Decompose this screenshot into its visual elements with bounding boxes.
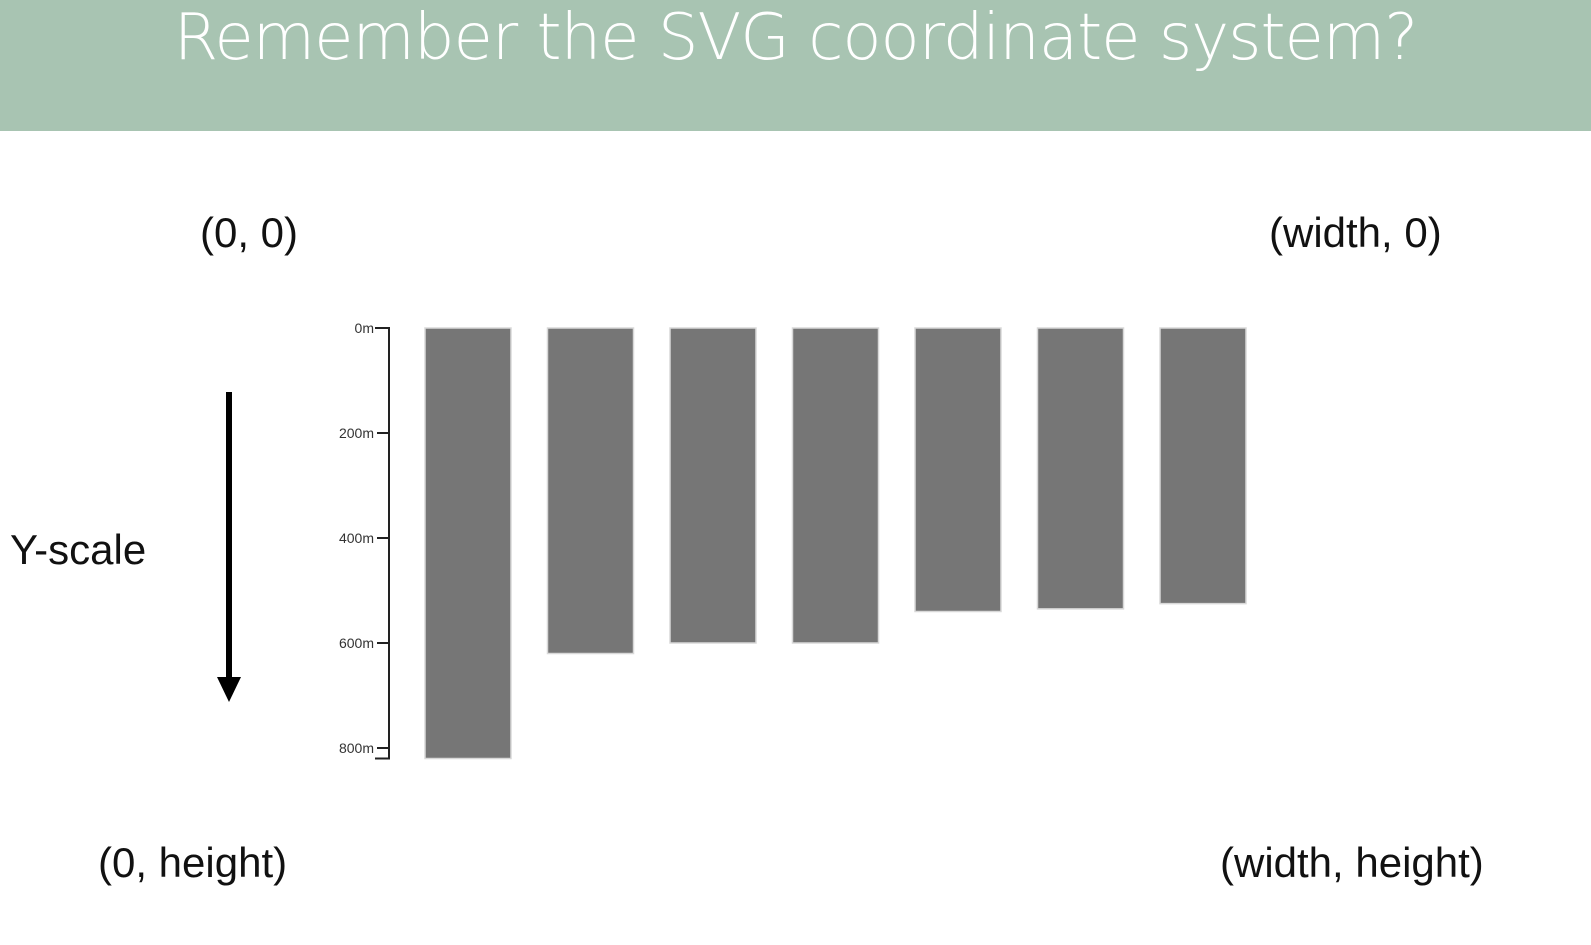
bar bbox=[1159, 327, 1247, 605]
y-scale-label: Y-scale bbox=[10, 526, 147, 573]
bar bbox=[669, 327, 757, 644]
y-tick-label: 0m bbox=[355, 320, 374, 336]
bars bbox=[424, 327, 1247, 760]
bar bbox=[1036, 327, 1125, 610]
corner-label-bottom-right: (width, height) bbox=[1220, 839, 1484, 886]
y-tick-label: 800m bbox=[339, 740, 374, 756]
bar bbox=[791, 327, 880, 644]
y-tick-label: 600m bbox=[339, 635, 374, 651]
corner-label-top-left: (0, 0) bbox=[200, 209, 299, 256]
bar bbox=[546, 327, 635, 655]
title-band: Remember the SVG coordinate system? bbox=[0, 0, 1591, 131]
corner-label-bottom-left: (0, height) bbox=[98, 839, 288, 886]
down-arrow-icon bbox=[217, 392, 241, 702]
y-axis: 0m 200m 400m 600m 800m bbox=[339, 320, 390, 760]
bar bbox=[424, 327, 512, 760]
bar bbox=[914, 327, 1002, 613]
y-tick-label: 200m bbox=[339, 425, 374, 441]
slide-title: Remember the SVG coordinate system? bbox=[173, 1, 1418, 75]
y-tick-label: 400m bbox=[339, 530, 374, 546]
corner-label-top-right: (width, 0) bbox=[1269, 209, 1442, 256]
